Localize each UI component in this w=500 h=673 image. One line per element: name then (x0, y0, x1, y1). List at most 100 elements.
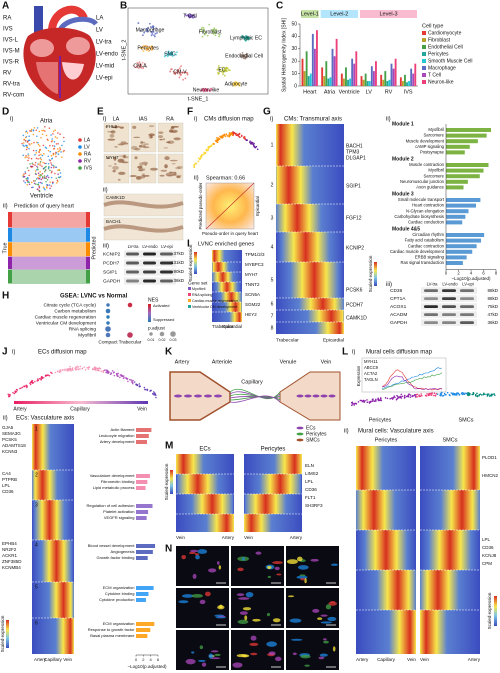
panel-title: Mural cells diffusion map (366, 350, 433, 356)
stain-spot (112, 125, 118, 129)
panel-letter: K (165, 347, 173, 358)
cell-point (201, 30, 204, 33)
module-title: Module 3 (392, 191, 414, 197)
cell-point (41, 172, 44, 175)
sub-label: i) (194, 117, 197, 123)
cell-point (355, 403, 358, 405)
cell-point (46, 138, 49, 141)
gene-label: FHL2 (106, 124, 118, 129)
gene-label: KCNJ8 (482, 553, 497, 558)
panel-title: Spearman: 0.66 (206, 175, 245, 181)
cell-point (83, 366, 85, 368)
cell-point (27, 178, 29, 180)
stain-spot (112, 169, 116, 173)
heatmap-block (32, 470, 74, 500)
cell-point (448, 393, 451, 396)
cell-point (225, 69, 228, 72)
heatmap-block (176, 514, 234, 532)
cell-point (49, 144, 51, 147)
cell-point (35, 183, 37, 186)
x-tick-label: 2 (457, 271, 460, 276)
signal (274, 566, 280, 571)
cell-point (353, 404, 355, 406)
blot-band (442, 321, 456, 324)
bar (136, 516, 147, 520)
bar (349, 78, 352, 86)
cell-point (243, 136, 246, 138)
bar (335, 38, 338, 86)
cell-point (28, 147, 30, 150)
cell-point (147, 47, 149, 50)
cell-point (27, 139, 30, 142)
bar (136, 592, 149, 596)
term-label: Myofibril (428, 127, 444, 132)
sub-label: i) (10, 117, 13, 123)
cell-point (24, 136, 27, 139)
cell-point (366, 401, 369, 403)
heatmap-block (212, 292, 242, 302)
cell-point (187, 15, 190, 18)
cell-point (40, 136, 42, 139)
legend-swatch (422, 31, 426, 35)
bar (390, 63, 393, 86)
cell-point (69, 365, 71, 368)
cell-point (484, 393, 486, 396)
cell-point (188, 16, 191, 19)
signal (195, 555, 200, 560)
legend-label: Smooth Muscle Cell (428, 58, 472, 64)
cell-point (42, 186, 45, 189)
size-legend-dot (170, 331, 176, 337)
cell-point (214, 32, 217, 34)
axis-label: Expression (356, 365, 361, 386)
cell-point (145, 30, 148, 32)
stain-spot (144, 163, 147, 167)
cell-point (139, 46, 142, 49)
heatmap-block (244, 454, 302, 474)
cell-point (103, 369, 106, 371)
stain-spot (107, 138, 116, 141)
capillary (229, 396, 281, 399)
cell-point (244, 39, 247, 42)
cell-point (49, 159, 52, 162)
blot-band (160, 279, 173, 283)
signal (245, 591, 254, 598)
term-label: Growth factor binding (96, 555, 134, 560)
sub-label: iii) (103, 244, 109, 250)
gene-label: SEMA3G (2, 431, 21, 436)
signal (208, 653, 214, 659)
cell-point (142, 28, 144, 31)
cell-point (149, 47, 152, 50)
signal (296, 556, 303, 562)
cell-point (209, 145, 212, 147)
bar (342, 78, 345, 86)
cell-point (97, 369, 99, 372)
x-tick-label: IVS (404, 89, 413, 95)
cell-point (142, 50, 145, 53)
bar (446, 244, 477, 249)
cell-point (37, 183, 39, 186)
term-label: Platelet activation (103, 509, 134, 514)
cluster-label: T Cell (183, 13, 196, 19)
cell-point (42, 161, 44, 164)
bar (446, 209, 469, 214)
cell-point (40, 378, 42, 381)
cell-point (42, 144, 45, 147)
cell-point (202, 88, 204, 91)
legend-label: RNA splicing (192, 293, 212, 297)
cell-point (405, 395, 408, 398)
cell-point (174, 71, 177, 74)
cell-point (59, 369, 61, 372)
cell-point (141, 61, 144, 64)
cell-point (53, 147, 56, 150)
signal (325, 604, 332, 610)
bar (353, 63, 356, 86)
cell-point (145, 45, 148, 48)
cell-point (51, 372, 53, 375)
cell-point (219, 138, 221, 140)
heatmap-block (176, 494, 234, 514)
gsea-dot (106, 303, 110, 307)
cell-point (233, 82, 236, 84)
blot-column: LV-tra (427, 282, 439, 287)
axis-label: Artery (356, 657, 369, 662)
column-label: IAS (139, 116, 148, 122)
